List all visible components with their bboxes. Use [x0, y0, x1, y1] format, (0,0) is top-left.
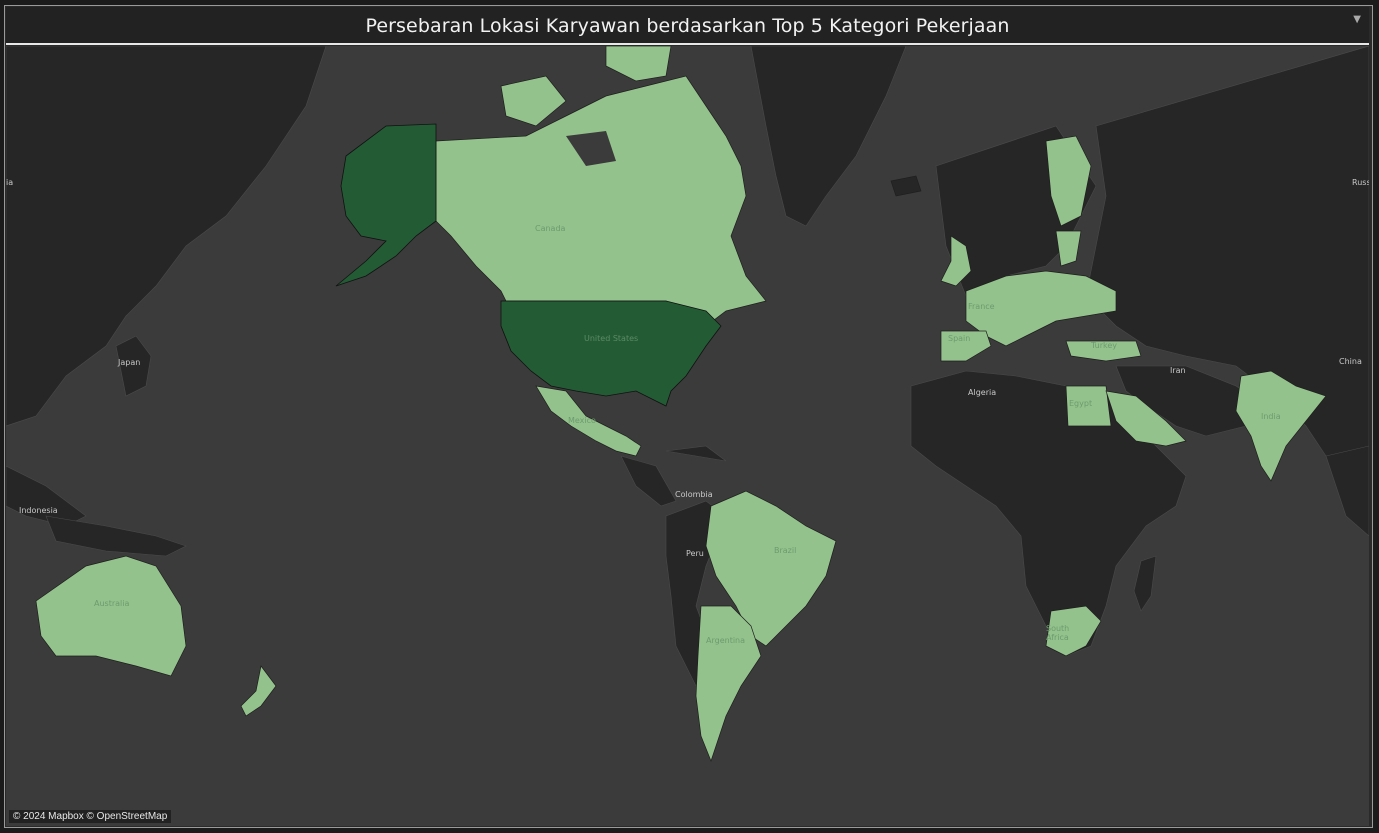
- label-egypt: Egypt: [1069, 399, 1093, 408]
- country-brazil: [705, 490, 837, 647]
- country-argentina: [695, 605, 762, 763]
- label-spain: Spain: [948, 334, 971, 343]
- label-japan: Japan: [118, 358, 141, 367]
- map-title: Persebaran Lokasi Karyawan berdasarkan T…: [365, 15, 1010, 37]
- label-russia: Russ: [1352, 178, 1369, 187]
- map-canvas[interactable]: [6, 46, 1369, 826]
- label-edge-left: ia: [6, 178, 14, 187]
- label-algeria: Algeria: [968, 388, 997, 397]
- label-united-states: United States: [584, 334, 639, 343]
- label-china: China: [1339, 357, 1362, 366]
- map-attribution[interactable]: © 2024 Mapbox © OpenStreetMap: [9, 810, 172, 823]
- label-indonesia: Indonesia: [19, 506, 58, 515]
- title-bar: Persebaran Lokasi Karyawan berdasarkan T…: [6, 7, 1369, 45]
- country-south-africa: [1045, 605, 1102, 657]
- label-peru: Peru: [686, 549, 704, 558]
- label-turkey: Turkey: [1091, 341, 1118, 350]
- country-usa-alaska: [335, 123, 437, 287]
- chevron-down-icon[interactable]: ▼: [1353, 14, 1361, 25]
- label-iran: Iran: [1170, 366, 1186, 375]
- country-australia: [35, 555, 187, 677]
- highlighted-countries-dark[interactable]: [335, 123, 722, 407]
- country-mexico: [535, 385, 642, 457]
- label-canada: Canada: [535, 224, 566, 233]
- country-united-states: [500, 300, 722, 407]
- country-canada: [435, 75, 767, 327]
- label-india: India: [1261, 412, 1281, 421]
- country-spain: [940, 330, 992, 362]
- label-france: France: [968, 302, 995, 311]
- country-turkey: [1065, 340, 1142, 362]
- label-australia: Australia: [94, 599, 130, 608]
- world-map[interactable]: Canada United States Mexico Colombia Per…: [6, 46, 1369, 826]
- highlighted-countries-light[interactable]: [35, 46, 1327, 763]
- label-argentina: Argentina: [706, 636, 746, 645]
- label-south-africa: South Africa: [1046, 624, 1070, 642]
- label-colombia: Colombia: [675, 490, 713, 499]
- label-mexico: Mexico: [568, 416, 596, 425]
- map-worksheet: Persebaran Lokasi Karyawan berdasarkan T…: [4, 5, 1373, 828]
- label-brazil: Brazil: [774, 546, 797, 555]
- country-egypt: [1065, 385, 1112, 427]
- country-india: [1235, 370, 1327, 482]
